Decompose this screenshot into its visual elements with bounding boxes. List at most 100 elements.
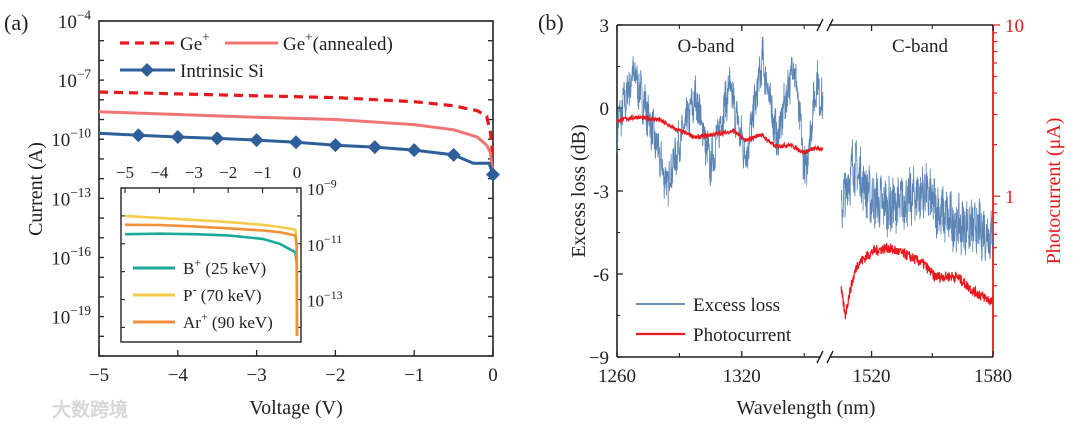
diamond-marker	[328, 138, 343, 153]
inset-x-tick-label: −5	[116, 163, 134, 182]
y-tick-label: 10−16	[51, 244, 91, 270]
x-tick-label: 1260	[598, 366, 636, 387]
inset-legend-label-0-exp: +	[194, 255, 201, 269]
inset-y-tick-label-exp: −9	[324, 176, 337, 190]
inset-legend-label-1-base: P	[183, 286, 192, 305]
y-tick-label-exp: −13	[70, 185, 91, 200]
y-tick-label-exp: −4	[77, 7, 91, 22]
inset-legend-label-0-base: B	[183, 259, 194, 278]
diamond-marker	[289, 135, 303, 150]
diamond-marker	[407, 143, 422, 158]
inset-series-line-2	[124, 223, 299, 336]
inset-y-tick-label: 10−11	[307, 232, 342, 255]
diamond-marker	[170, 129, 185, 144]
legend-label-ge-annealed: Ge+(annealed)	[283, 29, 393, 55]
panel-a: (a) Voltage (V) Current (A) 10−410−710−1…	[4, 7, 500, 419]
inset-frame	[120, 187, 302, 343]
diamond-marker	[249, 133, 264, 148]
watermark: 大数跨境	[52, 398, 128, 421]
x-tick-label: 1320	[723, 366, 761, 387]
inset-y-tick-label-base: 10	[307, 180, 324, 199]
inset-legend-suffix: (25 keV)	[201, 259, 266, 278]
inset-x-tick-label: −1	[254, 163, 272, 182]
panel-a-xlabel: Voltage (V)	[249, 397, 343, 419]
diamond-marker	[131, 128, 146, 143]
inset-legend-label-2-exp: +	[201, 309, 208, 323]
y-tick-label: 10−19	[51, 303, 91, 329]
y-tick-label-exp: −7	[77, 67, 91, 82]
inset-y-tick-label-base: 10	[307, 236, 324, 255]
y-tick-label-exp: −16	[70, 244, 91, 259]
inset-x-tick-label: −2	[219, 163, 237, 182]
series-photocurrent-line	[616, 113, 824, 156]
legend-label-excess-loss: Excess loss	[693, 295, 780, 316]
c-band-annotation: C-band	[892, 36, 948, 57]
y-tick-label-base: 10	[51, 189, 70, 210]
series-line-0	[98, 90, 495, 160]
diamond-marker	[210, 131, 225, 146]
panel-b-xlabel: Wavelength (nm)	[737, 397, 876, 419]
y-tick-label: 10−7	[58, 67, 91, 93]
inset-y-tick-label-base: 10	[307, 292, 324, 311]
inset-legend-label-1: P- (70 keV)	[183, 282, 262, 305]
legend-label-ge-annealed-exp: +	[305, 29, 313, 44]
y-tick-label: 0	[600, 99, 610, 120]
y-tick-label-base: 10	[51, 308, 70, 329]
x-tick-label: 1520	[853, 366, 891, 387]
series-excess-loss-line	[616, 36, 824, 207]
y-tick-label: -3	[593, 182, 609, 203]
panel-b-label: (b)	[538, 10, 564, 35]
panel-b-ylabel: Excess loss (dB)	[568, 124, 590, 257]
legend-label-ge-exp: +	[202, 29, 210, 44]
y-tick-label: 3	[600, 16, 610, 37]
inset-legend-suffix: (70 keV)	[196, 286, 261, 305]
x-tick-label: −3	[246, 365, 266, 386]
y-tick-label-base: 10	[51, 248, 70, 269]
y-tick-label: 10−4	[58, 7, 91, 33]
inset-legend-label-1-exp: -	[192, 282, 196, 296]
legend-label-ge-base: Ge	[180, 34, 202, 55]
legend-label-ge: Ge+	[180, 29, 210, 55]
y-tick-label-base: 10	[58, 71, 77, 92]
inset-y-tick-label: 10−9	[307, 176, 337, 199]
inset-y-tick-label: 10−13	[307, 288, 343, 311]
right-y-tick-label: 10	[1005, 16, 1024, 37]
x-tick-label: 0	[488, 365, 498, 386]
diamond-marker	[367, 140, 382, 155]
y-tick-label: 10−13	[51, 185, 91, 211]
inset-legend-label-0: B+ (25 keV)	[183, 255, 266, 278]
panel-b-ylabel-right: Photocurrent (μA)	[1043, 118, 1065, 265]
o-band-annotation: O-band	[678, 36, 735, 57]
y-tick-label: 10−10	[51, 126, 91, 152]
x-tick-label: −2	[325, 365, 345, 386]
y-tick-label: -6	[593, 265, 609, 286]
inset-x-tick-label: −3	[185, 163, 203, 182]
series-photocurrent-line	[840, 242, 993, 320]
legend-diamond-marker	[140, 63, 154, 77]
legend-label-photocurrent: Photocurrent	[693, 325, 792, 346]
x-tick-label: −1	[404, 365, 424, 386]
inset-x-tick-label: −4	[150, 163, 169, 182]
inset-legend-label-2: Ar+ (90 keV)	[183, 309, 273, 332]
series-line-1	[98, 110, 495, 179]
panel-a-label: (a)	[4, 10, 28, 35]
axis-break-mark	[816, 18, 834, 32]
y-tick-label-exp: −10	[70, 126, 91, 141]
x-tick-label: −5	[89, 365, 109, 386]
y-tick-label: −9	[589, 348, 609, 369]
panel-b: (b) Wavelength (nm) Excess loss (dB) Pho…	[538, 10, 1065, 419]
inset-y-tick-label-exp: −11	[324, 232, 342, 246]
inset-y-tick-label-exp: −13	[324, 288, 343, 302]
diamond-marker	[446, 147, 461, 162]
inset-x-tick-label: 0	[293, 163, 302, 182]
inset-legend-suffix: (90 keV)	[208, 313, 273, 332]
inset-legend-label-2-base: Ar	[183, 313, 201, 332]
plot-frame	[98, 20, 494, 357]
diamond-marker	[486, 167, 500, 182]
x-tick-label: 1580	[974, 366, 1012, 387]
y-tick-label-base: 10	[51, 130, 70, 151]
panel-a-ylabel: Current (A)	[25, 142, 47, 236]
axis-break-mark	[816, 350, 834, 364]
legend-label-ge-annealed-base: Ge	[283, 34, 305, 55]
